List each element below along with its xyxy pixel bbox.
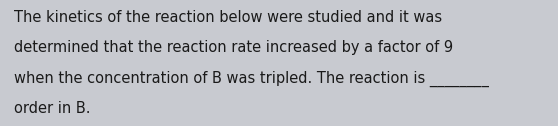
Text: The kinetics of the reaction below were studied and it was: The kinetics of the reaction below were … [14, 10, 442, 25]
Text: order in B.: order in B. [14, 101, 90, 116]
Text: when the concentration of B was tripled. The reaction is ________: when the concentration of B was tripled.… [14, 71, 489, 87]
Text: determined that the reaction rate increased by a factor of 9: determined that the reaction rate increa… [14, 40, 453, 55]
